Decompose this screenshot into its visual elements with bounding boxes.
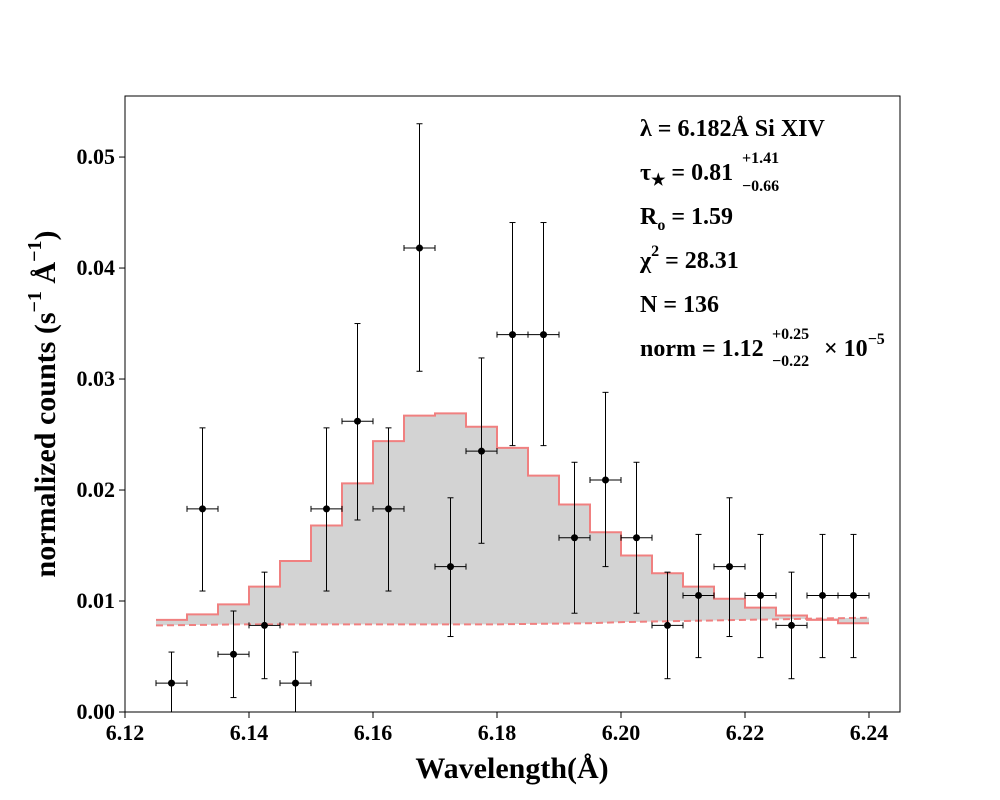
model-line <box>156 412 869 625</box>
data-marker <box>261 621 268 629</box>
x-tick-label: 6.12 <box>106 720 145 745</box>
x-tick-label: 6.22 <box>726 720 765 745</box>
y-tick-label: 0.02 <box>77 477 116 502</box>
data-marker <box>726 563 733 571</box>
annotation-norm-exponent: × 10−5 <box>824 331 885 362</box>
data-point-9 <box>434 497 467 638</box>
data-point-12 <box>527 222 560 447</box>
data-marker <box>447 563 454 571</box>
data-point-20 <box>775 571 808 680</box>
data-point-17 <box>682 533 715 659</box>
data-point-5 <box>310 427 343 592</box>
y-tick-label: 0.03 <box>77 366 116 391</box>
annotation-chi-square: χ2 = 28.31 <box>639 243 739 274</box>
data-point-11 <box>496 222 529 447</box>
annotation-norm: norm = 1.12 <box>640 336 764 362</box>
data-marker <box>385 505 392 513</box>
x-tick-label: 6.24 <box>850 720 889 745</box>
y-tick-label: 0.04 <box>77 255 116 280</box>
y-tick-label: 0.00 <box>77 699 116 724</box>
data-marker <box>602 476 609 484</box>
data-marker <box>819 591 826 599</box>
data-point-0 <box>155 651 188 713</box>
data-marker <box>788 621 795 629</box>
data-marker <box>168 679 175 687</box>
data-point-8 <box>403 123 436 372</box>
data-points-layer <box>155 123 870 713</box>
data-marker <box>199 505 206 513</box>
data-point-21 <box>806 533 839 659</box>
continuum-line <box>155 616 870 627</box>
data-point-1 <box>186 427 219 592</box>
plot-frame <box>124 95 901 713</box>
annotation-norm-lower: −0.22 <box>772 353 809 370</box>
annotation-n: N = 136 <box>640 292 719 318</box>
data-point-16 <box>651 571 684 680</box>
x-tick-label: 6.20 <box>602 720 641 745</box>
x-tick-label: 6.16 <box>354 720 393 745</box>
data-marker <box>633 534 640 542</box>
data-marker <box>695 591 702 599</box>
data-marker <box>230 650 237 658</box>
y-axis-label: normalized counts (s−1 Å−1) <box>24 231 62 578</box>
data-point-3 <box>248 571 281 680</box>
data-point-6 <box>341 323 374 521</box>
data-point-10 <box>465 357 498 544</box>
data-point-4 <box>279 651 312 713</box>
data-point-14 <box>589 391 622 568</box>
x-tick-label: 6.18 <box>478 720 517 745</box>
axes-layer: 6.12 6.14 6.16 6.18 6.20 6.22 6.24 0.00 0.01 0.02… <box>77 144 889 745</box>
data-point-18 <box>713 497 746 638</box>
data-marker <box>354 417 361 425</box>
data-marker <box>478 447 485 455</box>
data-point-22 <box>837 533 870 659</box>
annotation-radius: Ro = 1.59 <box>640 204 733 234</box>
data-marker <box>664 621 671 629</box>
model-fill <box>156 413 869 626</box>
y-tick-label: 0.01 <box>77 588 116 613</box>
model-layer <box>155 412 870 627</box>
data-marker <box>292 679 299 687</box>
data-marker <box>850 591 857 599</box>
data-point-7 <box>372 427 405 592</box>
annotation-tau: τ★ = 0.81 <box>640 160 733 189</box>
data-marker <box>571 534 578 542</box>
data-marker <box>509 331 516 339</box>
data-point-2 <box>217 610 250 699</box>
annotation-tau-upper: +1.41 <box>742 150 779 167</box>
x-axis-label: Wavelength(Å) <box>415 752 608 785</box>
data-point-13 <box>558 461 591 614</box>
data-marker <box>416 244 423 252</box>
data-point-19 <box>744 533 777 659</box>
data-marker <box>323 505 330 513</box>
data-marker <box>757 591 764 599</box>
data-marker <box>540 331 547 339</box>
y-tick-label: 0.05 <box>77 144 116 169</box>
annotation-tau-lower: −0.66 <box>742 178 779 195</box>
annotation-norm-upper: +0.25 <box>772 326 809 343</box>
data-point-15 <box>620 461 653 614</box>
x-tick-label: 6.14 <box>230 720 269 745</box>
annotation-line-wavelength: λ = 6.182Å Si XIV <box>640 116 825 142</box>
